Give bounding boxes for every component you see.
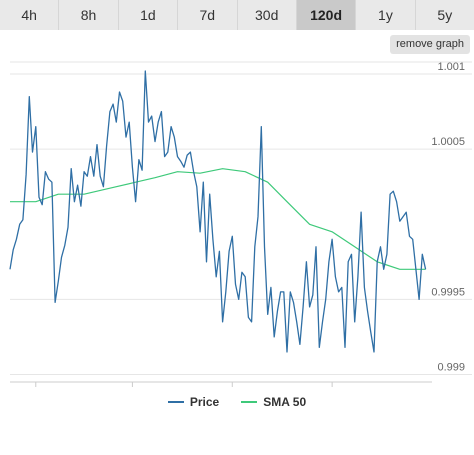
x-tick-label: Dec '25 xyxy=(114,391,151,392)
tab-1y[interactable]: 1y xyxy=(356,0,416,30)
tab-30d[interactable]: 30d xyxy=(237,0,297,30)
series-line-price xyxy=(9,70,427,353)
tab-8h[interactable]: 8h xyxy=(59,0,119,30)
x-tick-label: Feb '26 xyxy=(314,391,350,392)
tab-1d[interactable]: 1d xyxy=(118,0,179,30)
legend-label: Price xyxy=(189,395,220,409)
legend-swatch xyxy=(167,401,184,403)
tab-120d[interactable]: 120d xyxy=(296,0,357,30)
x-tick-label: Nov '25 xyxy=(17,391,54,392)
y-tick-label: 1.0005 xyxy=(431,136,465,148)
tab-4h[interactable]: 4h xyxy=(0,0,60,30)
x-tick-label: Jan '26 xyxy=(215,391,250,392)
y-tick-label: 0.999 xyxy=(437,361,465,373)
price-chart: 0.999 0.9995 1.0005 1.001 Nov '25 Dec '25 Jan … xyxy=(9,61,472,392)
y-tick-label: 1.001 xyxy=(437,61,465,73)
tab-5y[interactable]: 5y xyxy=(415,0,474,30)
y-tick-label: 0.9995 xyxy=(431,286,465,298)
remove-graph-button[interactable]: remove graph xyxy=(390,35,470,54)
legend-swatch xyxy=(241,401,258,403)
chart-legend: Price SMA 50 xyxy=(0,392,474,412)
legend-label: SMA 50 xyxy=(263,395,307,409)
series-line-sma-50 xyxy=(10,168,426,270)
tab-7d[interactable]: 7d xyxy=(178,0,238,30)
legend-item-sma-50[interactable]: SMA 50 xyxy=(241,395,306,409)
legend-item-price[interactable]: Price xyxy=(167,395,220,409)
timeframe-tabs: 4h 8h 1d 7d 30d 120d 1y 5y xyxy=(0,0,474,30)
